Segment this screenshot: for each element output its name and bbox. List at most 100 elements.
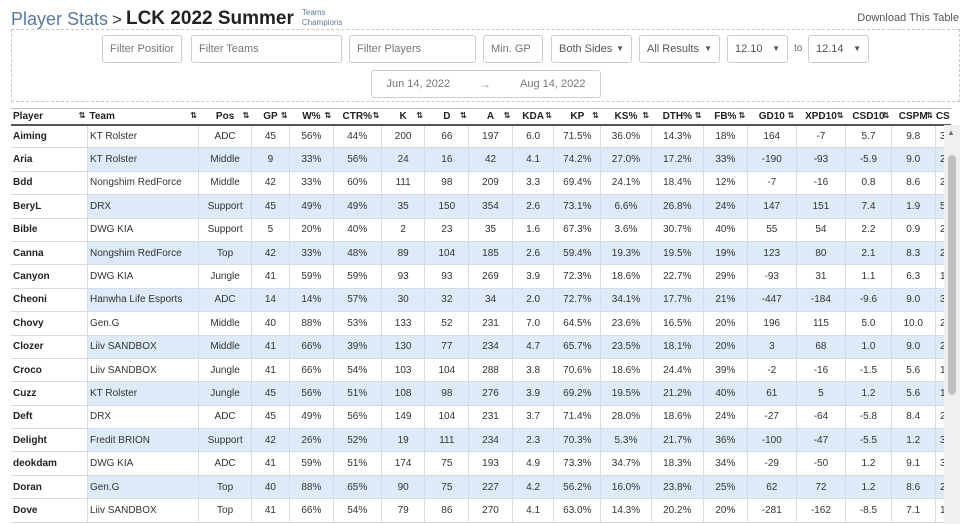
column-header-cs[interactable]: CS [935,108,951,126]
table-row[interactable]: Bible DWG KIA Support 5 20% 40% 2 23 35 1.6 67.3% 3… [11,218,952,242]
team-cell[interactable]: DRX [87,405,200,430]
download-table-link[interactable]: Download This Table [857,12,959,24]
table-scrollbar[interactable]: ▲ [944,125,960,524]
sort-icon[interactable]: ⇅ [242,111,250,120]
column-header-gp[interactable]: GP ⇅ [251,108,290,126]
sort-icon[interactable]: ⇅ [882,111,890,120]
column-header-a[interactable]: A ⇅ [468,108,513,126]
team-cell[interactable]: DWG KIA [87,218,200,242]
player-name-cell[interactable]: Cheoni [11,288,88,313]
patch-to-select[interactable]: 12.14 ▼ [808,35,869,63]
team-cell[interactable]: KT Rolster [87,381,200,406]
champions-link[interactable]: Champions [301,18,343,27]
sort-icon[interactable]: ⇅ [926,111,934,120]
table-row[interactable]: Doran Gen.G Top 40 88% 65% 90 75 227 4.2 56.2% 16.0… [11,475,952,500]
column-header-ks-pct[interactable]: KS% ⇅ [600,108,652,126]
player-name-cell[interactable]: Chovy [11,311,88,336]
sort-icon[interactable]: ⇅ [280,111,288,120]
table-row[interactable]: Cheoni Hanwha Life Esports ADC 14 14% 57% 30 32… [11,288,952,313]
sort-icon[interactable]: ⇅ [738,111,746,120]
sort-icon[interactable]: ⇅ [545,111,552,120]
table-row[interactable]: Canyon DWG KIA Jungle 41 59% 59% 93 93 269 3.9 72.… [11,264,952,289]
team-cell[interactable]: Gen.G [87,475,200,500]
team-cell[interactable]: Gen.G [87,311,200,336]
table-row[interactable]: Dove Liiv SANDBOX Top 41 66% 54% 79 86 270 4.1 63.… [11,498,952,523]
player-name-cell[interactable]: Croco [11,358,88,383]
column-header-kda[interactable]: KDA ⇅ [512,108,554,126]
table-row[interactable]: Deft DRX ADC 45 49% 56% 149 104 231 3.7 71.4% 28.0%… [11,405,952,430]
team-cell[interactable]: DWG KIA [87,264,200,289]
player-name-cell[interactable]: deokdam [11,451,88,476]
sort-icon[interactable]: ⇅ [592,111,599,120]
column-header-team[interactable]: Team ⇅ [87,108,199,126]
table-row[interactable]: Canna Nongshim RedForce Top 42 33% 48% 89 104 18… [11,241,952,266]
sides-select[interactable]: Both Sides ▼ [551,35,632,63]
patch-from-select[interactable]: 12.10 ▼ [727,35,788,63]
column-header-player[interactable]: Player ⇅ [11,108,88,126]
column-header-w-pct[interactable]: W% ⇅ [289,108,334,126]
player-name-cell[interactable]: Dove [11,498,88,523]
player-name-cell[interactable]: Aria [11,147,88,172]
table-row[interactable]: Cuzz KT Rolster Jungle 45 56% 51% 108 98 276 3.9 6… [11,381,952,406]
column-header-kp[interactable]: KP ⇅ [553,108,601,126]
player-name-cell[interactable]: Doran [11,475,88,500]
sort-icon[interactable]: ⇅ [416,111,423,120]
breadcrumb-player-stats[interactable]: Player Stats [11,9,109,29]
column-header-dth-pct[interactable]: DTH% ⇅ [651,108,704,126]
column-header-csd10[interactable]: CSD10 ⇅ [845,108,892,126]
team-cell[interactable]: DRX [87,194,200,219]
player-name-cell[interactable]: Aiming [11,124,88,149]
player-name-cell[interactable]: Deft [11,405,88,430]
date-end[interactable]: Aug 14, 2022 [520,78,586,90]
player-name-cell[interactable]: Bible [11,218,88,242]
teams-link[interactable]: Teams [301,8,326,17]
column-header-gd10[interactable]: GD10 ⇅ [747,108,797,126]
column-header-xpd10[interactable]: XPD10 ⇅ [796,108,846,126]
player-name-cell[interactable]: BeryL [11,194,88,219]
date-start[interactable]: Jun 14, 2022 [386,78,451,90]
team-cell[interactable]: DWG KIA [87,451,200,476]
column-header-pos[interactable]: Pos ⇅ [198,108,252,126]
column-header-fb-pct[interactable]: FB% ⇅ [703,108,748,126]
sort-icon[interactable]: ⇅ [836,111,844,120]
team-cell[interactable]: Nongshim RedForce [87,171,200,196]
filter-positions-input[interactable] [102,35,182,63]
sort-icon[interactable]: ⇅ [78,111,86,120]
sort-icon[interactable]: ⇅ [459,111,467,120]
table-row[interactable]: Chovy Gen.G Middle 40 88% 53% 133 52 231 7.0 64.5%… [11,311,952,336]
player-name-cell[interactable]: Canyon [11,264,88,289]
results-select[interactable]: All Results ▼ [639,35,720,63]
sort-icon[interactable]: ⇅ [324,111,332,120]
player-name-cell[interactable]: Clozer [11,335,88,359]
team-cell[interactable]: Liiv SANDBOX [87,335,200,359]
sort-icon[interactable]: ⇅ [642,111,650,120]
sort-icon[interactable]: ⇅ [694,111,702,120]
table-row[interactable]: Bdd Nongshim RedForce Middle 42 33% 60% 111 98 2… [11,171,952,196]
table-row[interactable]: Clozer Liiv SANDBOX Middle 41 66% 39% 130 77 234… [11,335,952,359]
table-row[interactable]: Delight Fredit BRION Support 42 26% 52% 19 111 2… [11,428,952,453]
table-row[interactable]: Aria KT Rolster Middle 9 33% 56% 24 16 42 4.1 74.2… [11,147,952,172]
team-cell[interactable]: Liiv SANDBOX [87,358,200,383]
sort-icon[interactable]: ⇅ [787,111,795,120]
team-cell[interactable]: KT Rolster [87,147,200,172]
min-gp-input[interactable] [483,35,543,63]
sort-icon[interactable]: ⇅ [503,111,511,120]
table-row[interactable]: Aiming KT Rolster ADC 45 56% 44% 200 66 197 6.0 71… [11,124,952,149]
filter-players-input[interactable] [349,35,476,63]
column-header-cspm[interactable]: CSPM ⇅ [891,108,936,126]
table-row[interactable]: deokdam DWG KIA ADC 41 59% 51% 174 75 193 4.9 73.3… [11,451,952,476]
team-cell[interactable]: Nongshim RedForce [87,241,200,266]
player-name-cell[interactable]: Delight [11,428,88,453]
team-cell[interactable]: KT Rolster [87,124,200,149]
team-cell[interactable]: Liiv SANDBOX [87,498,200,523]
player-name-cell[interactable]: Bdd [11,171,88,196]
filter-teams-input[interactable] [191,35,342,63]
column-header-ctr-pct[interactable]: CTR% ⇅ [333,108,382,126]
sort-icon[interactable]: ⇅ [372,111,380,120]
table-row[interactable]: BeryL DRX Support 45 49% 49% 35 150 354 2.6 73.1% 6… [11,194,952,219]
player-name-cell[interactable]: Canna [11,241,88,266]
scrollbar-thumb[interactable] [948,155,956,395]
scroll-up-icon[interactable]: ▲ [947,128,955,137]
sort-icon[interactable]: ⇅ [190,111,197,120]
column-header-k[interactable]: K ⇅ [381,108,425,126]
